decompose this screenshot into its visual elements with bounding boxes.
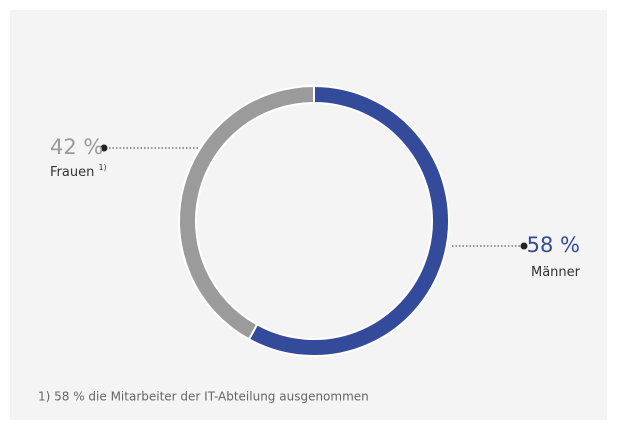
value-label: 58 %: [527, 233, 580, 257]
footnote: 1) 58 % die Mitarbeiter der IT-Abteilung…: [38, 390, 369, 404]
category-label: Männer: [531, 265, 581, 280]
category-name: Männer: [531, 265, 581, 280]
value-label: 42 %: [50, 135, 103, 159]
leader-dot: [520, 242, 528, 250]
category-label: Frauen 1): [50, 163, 107, 180]
footnote-marker: 1): [98, 163, 106, 172]
panel: [10, 10, 607, 420]
leader-dot: [100, 144, 108, 152]
donut-slice: [178, 84, 315, 341]
category-name: Frauen: [50, 165, 94, 180]
